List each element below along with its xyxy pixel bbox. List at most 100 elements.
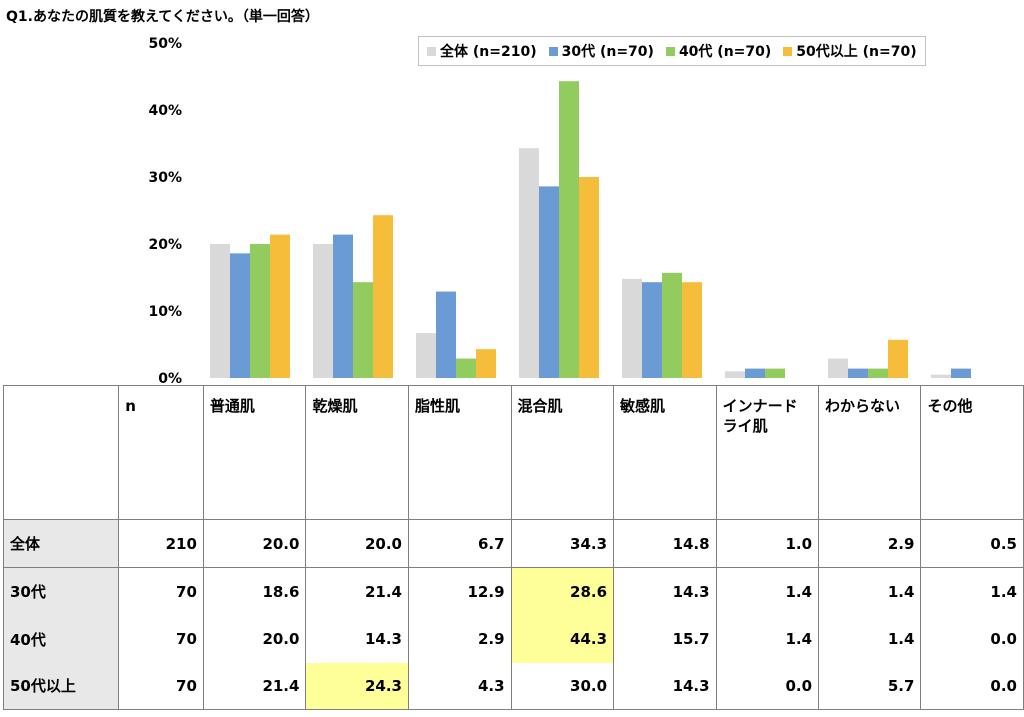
table-cell: 34.3 xyxy=(510,519,615,568)
bar xyxy=(230,253,250,378)
y-tick-label: 30% xyxy=(148,170,182,186)
bar xyxy=(765,368,785,378)
bar xyxy=(622,278,642,378)
legend-label: 40代 (n=70) xyxy=(678,44,772,60)
bar xyxy=(579,177,599,378)
table-header-cell: 脂性肌 xyxy=(407,385,512,520)
table-header-cell: インナードライ肌 xyxy=(715,385,820,520)
bar xyxy=(539,186,559,378)
bar xyxy=(559,81,579,378)
bar xyxy=(476,349,496,378)
table-header-row: n 普通肌 乾燥肌 脂性肌 混合肌 敏感肌 インナードライ肌 わからない その他 xyxy=(2,385,1024,520)
table-cell: 14.8 xyxy=(613,519,717,568)
table-cell: 4.3 xyxy=(407,662,512,710)
table-row-label: 50代以上 xyxy=(2,662,120,710)
y-tick-label: 10% xyxy=(148,304,182,320)
table-cell: 1.0 xyxy=(715,519,820,568)
table-header-cell: 敏感肌 xyxy=(613,385,717,520)
bar xyxy=(436,291,456,378)
legend: 全体 (n=210) 30代 (n=70) 40代 (n=70) 50代以上 (n=7… xyxy=(418,36,926,66)
legend-item: 50代以上 (n=70) xyxy=(783,41,917,61)
table-cell: 15.7 xyxy=(613,615,717,663)
table-cell: 0.0 xyxy=(920,662,1024,710)
table-cell: 20.0 xyxy=(202,615,307,663)
bar xyxy=(456,358,476,378)
table-cell: 20.0 xyxy=(305,519,409,568)
bar xyxy=(270,234,290,378)
y-tick-label: 50% xyxy=(148,36,182,52)
table-cell: 0.0 xyxy=(715,662,820,710)
bar xyxy=(210,244,230,378)
table-header-cell: わからない xyxy=(818,385,922,520)
y-tick-label: 40% xyxy=(148,103,182,119)
table-cell: 21.4 xyxy=(202,662,307,710)
table-cell: 28.6 xyxy=(510,567,615,616)
table-cell: 6.7 xyxy=(407,519,512,568)
table-cell: 12.9 xyxy=(407,567,512,616)
legend-swatch xyxy=(665,46,675,56)
table-cell: 1.4 xyxy=(715,615,820,663)
legend-label: 30代 (n=70) xyxy=(561,44,654,60)
legend-item: 全体 (n=210) xyxy=(427,41,537,61)
bar xyxy=(519,148,539,378)
bar xyxy=(828,358,848,378)
bar xyxy=(333,234,353,378)
table-cell: 1.4 xyxy=(920,567,1024,616)
legend-swatch xyxy=(548,46,558,56)
table-cell: 21.4 xyxy=(305,567,409,616)
table-cell: 30.0 xyxy=(510,662,615,710)
bar xyxy=(931,374,951,378)
table-cell: 44.3 xyxy=(510,615,615,663)
data-table: n 普通肌 乾燥肌 脂性肌 混合肌 敏感肌 インナードライ肌 わからない その他 全体 210 20.… xyxy=(2,385,1024,710)
legend-swatch xyxy=(783,46,793,56)
bar xyxy=(313,244,333,378)
bar xyxy=(353,282,373,378)
table-cell-n: 70 xyxy=(118,615,204,663)
legend-label: 全体 (n=210) xyxy=(440,44,537,60)
bar xyxy=(745,368,765,378)
table-header-cell: その他 xyxy=(920,385,1024,520)
table-cell: 20.0 xyxy=(202,519,307,568)
legend-label: 50代以上 (n=70) xyxy=(796,44,917,60)
table-cell: 0.5 xyxy=(920,519,1024,568)
table-cell-n: 210 xyxy=(118,519,204,568)
table-row-label: 30代 xyxy=(2,567,120,616)
table-cell: 18.6 xyxy=(202,567,307,616)
table-header-cell: 混合肌 xyxy=(510,385,615,520)
table-header-cell: 乾燥肌 xyxy=(305,385,409,520)
table-cell-n: 70 xyxy=(118,662,204,710)
table-cell: 1.4 xyxy=(818,567,922,616)
table-header-cell: 普通肌 xyxy=(202,385,307,520)
table-row: 全体 210 20.0 20.0 6.7 34.3 14.8 1.0 2.9 0.5 xyxy=(2,519,1024,568)
y-tick-label: 0% xyxy=(158,371,182,385)
bar xyxy=(951,368,971,378)
bar xyxy=(888,339,908,378)
legend-item: 40代 (n=70) xyxy=(665,41,772,61)
table-cell: 14.3 xyxy=(613,662,717,710)
legend-item: 30代 (n=70) xyxy=(548,41,654,61)
chart-title: Q1.あなたの肌質を教えてください。（単一回答） xyxy=(6,9,319,25)
bar-chart: 0% 10% 20% 30% 40% 50% xyxy=(148,36,971,385)
table-cell: 2.9 xyxy=(818,519,922,568)
bar xyxy=(662,272,682,378)
table-row: 30代 70 18.6 21.4 12.9 28.6 14.3 1.4 1.4 1.4 xyxy=(2,567,1024,616)
table-row: 40代 70 20.0 14.3 2.9 44.3 15.7 1.4 1.4 0.0 xyxy=(2,615,1024,663)
table-cell: 5.7 xyxy=(818,662,922,710)
bar xyxy=(725,371,745,378)
table-row-label: 全体 xyxy=(2,519,120,568)
table-cell: 1.4 xyxy=(818,615,922,663)
table-cell: 0.0 xyxy=(920,615,1024,663)
table-cell: 1.4 xyxy=(715,567,820,616)
bar xyxy=(868,368,888,378)
y-tick-label: 20% xyxy=(148,237,182,253)
table-cell-n: 70 xyxy=(118,567,204,616)
table-cell: 2.9 xyxy=(407,615,512,663)
bar xyxy=(373,215,393,378)
bar xyxy=(642,282,662,378)
table-corner-cell xyxy=(2,385,120,520)
bar xyxy=(416,333,436,378)
bar xyxy=(250,244,270,378)
table-row: 50代以上 70 21.4 24.3 4.3 30.0 14.3 0.0 5.7 0.0 xyxy=(2,662,1024,710)
legend-swatch xyxy=(427,46,436,56)
table-header-cell: n xyxy=(118,385,204,520)
